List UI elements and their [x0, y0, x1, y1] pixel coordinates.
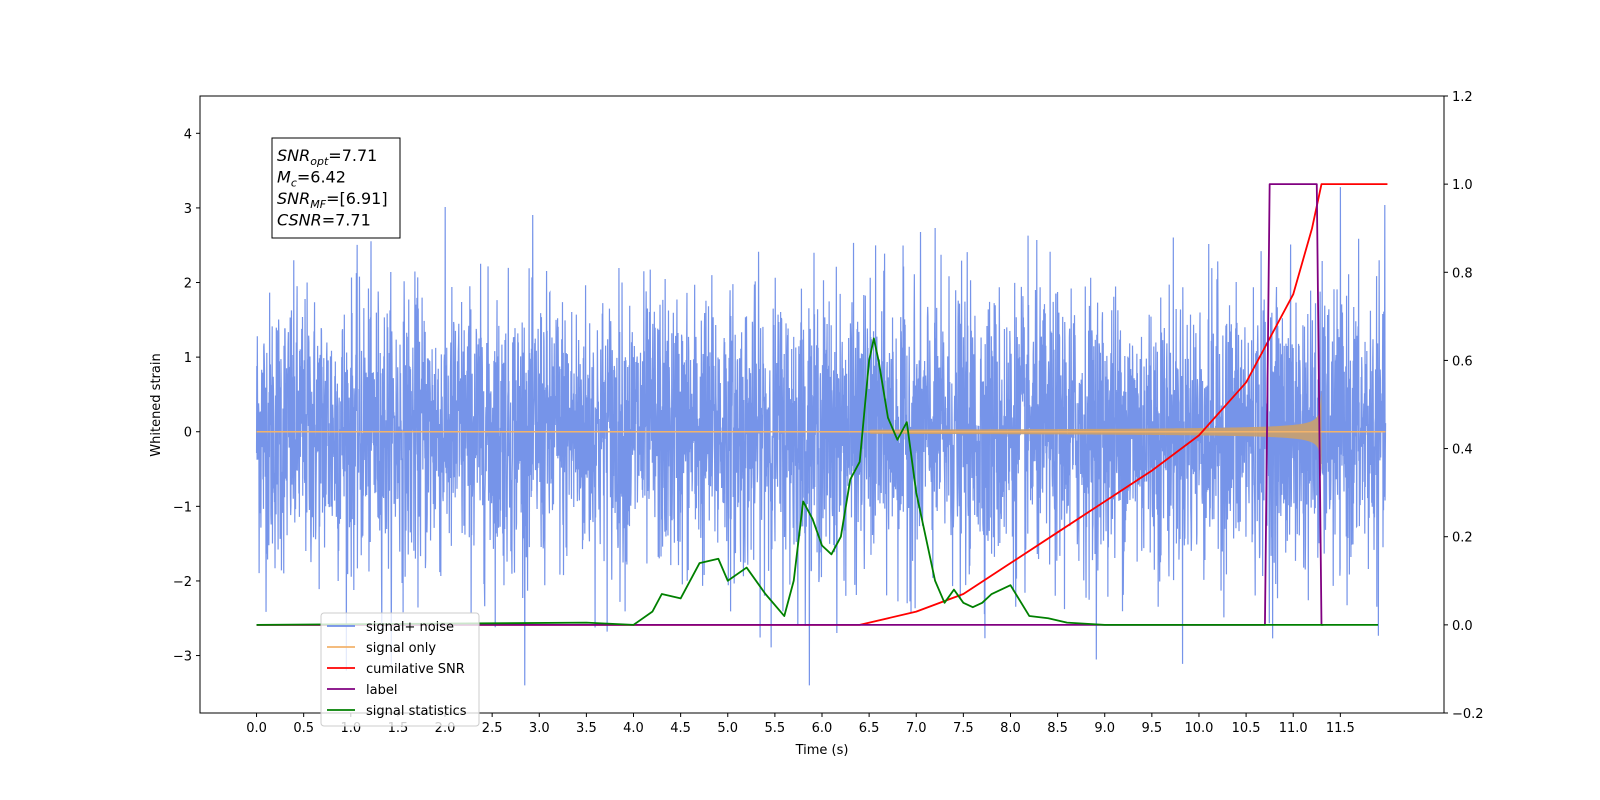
y2-tick-label: 0.8: [1452, 266, 1473, 281]
legend: signal+ noise signal only cumilative SNR la…: [320, 612, 480, 727]
x-tick-label: 7.0: [906, 721, 927, 736]
series-cumulative-snr: [256, 183, 1388, 626]
y-axis-label: Whitened strain: [149, 353, 164, 456]
x-tick-label: 0.5: [293, 721, 314, 736]
x-tick-label: 4.5: [670, 721, 691, 736]
x-tick-label: 9.0: [1094, 721, 1115, 736]
y-tick-label: 3: [184, 202, 192, 217]
x-tick-label: 3.5: [576, 721, 597, 736]
x-tick-label: 4.0: [623, 721, 644, 736]
x-tick-label: 0.0: [246, 721, 267, 736]
x-tick-label: 8.0: [1000, 721, 1021, 736]
legend-entry: label: [366, 683, 397, 698]
x-tick-label: 6.0: [812, 721, 833, 736]
x-tick-label: 11.0: [1279, 721, 1308, 736]
y-tick-label: −2: [173, 575, 192, 590]
x-tick-label: 10.5: [1232, 721, 1261, 736]
legend-entry: cumilative SNR: [366, 662, 465, 677]
x-tick-label: 10.0: [1184, 721, 1213, 736]
annotation-line: Mc=6.42: [277, 168, 346, 190]
y-tick-label: −3: [173, 650, 192, 665]
annotation-line: SNRopt=7.71: [277, 146, 377, 168]
x-tick-label: 11.5: [1326, 721, 1355, 736]
y2-tick-label: 1.2: [1452, 90, 1473, 105]
y-axis-right: −0.2 0.0 0.2 0.4 0.6 0.8 1.0 1.2: [1444, 90, 1484, 722]
y-tick-label: 0: [184, 426, 192, 441]
y-tick-label: −1: [173, 500, 192, 515]
x-tick-label: 2.5: [482, 721, 503, 736]
y2-tick-label: 0.2: [1452, 531, 1473, 546]
y-tick-label: 2: [184, 277, 192, 292]
annotation-line: SNRMF=[6.91]: [277, 189, 388, 211]
y2-tick-label: 0.0: [1452, 619, 1473, 634]
annotation-frame: [271, 137, 401, 239]
y2-tick-label: −0.2: [1452, 707, 1484, 722]
x-axis-label: Time (s): [795, 743, 849, 758]
y-tick-label: 4: [184, 127, 192, 142]
annotation-line: CSNR=7.71: [277, 211, 371, 230]
y-axis-left: −3 −2 −1 0 1 2 3 4: [173, 127, 200, 665]
legend-entry: signal only: [366, 641, 436, 656]
x-tick-label: 9.5: [1142, 721, 1163, 736]
y2-tick-label: 0.6: [1452, 354, 1473, 369]
x-tick-label: 8.5: [1047, 721, 1068, 736]
y2-tick-label: 1.0: [1452, 178, 1473, 193]
y-tick-label: 1: [184, 351, 192, 366]
series-signal-noise: [255, 187, 1387, 686]
y2-tick-label: 0.4: [1452, 443, 1473, 458]
x-tick-label: 5.5: [765, 721, 786, 736]
legend-entry: signal+ noise: [366, 620, 454, 635]
legend-entry: signal statistics: [366, 704, 467, 719]
series-signal-statistics: [256, 337, 1379, 626]
series-layer: [255, 183, 1388, 686]
x-tick-label: 5.0: [717, 721, 738, 736]
x-tick-label: 7.5: [953, 721, 974, 736]
x-tick-label: 6.5: [859, 721, 880, 736]
x-tick-label: 3.0: [529, 721, 550, 736]
legend-frame: [320, 612, 480, 727]
